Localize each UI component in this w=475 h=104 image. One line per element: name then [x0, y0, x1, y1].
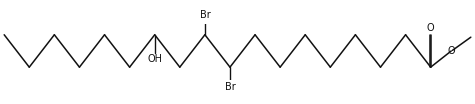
Text: Br: Br — [200, 10, 210, 20]
Text: O: O — [427, 23, 435, 33]
Text: Br: Br — [225, 82, 235, 92]
Text: O: O — [447, 46, 455, 56]
Text: OH: OH — [147, 54, 162, 64]
